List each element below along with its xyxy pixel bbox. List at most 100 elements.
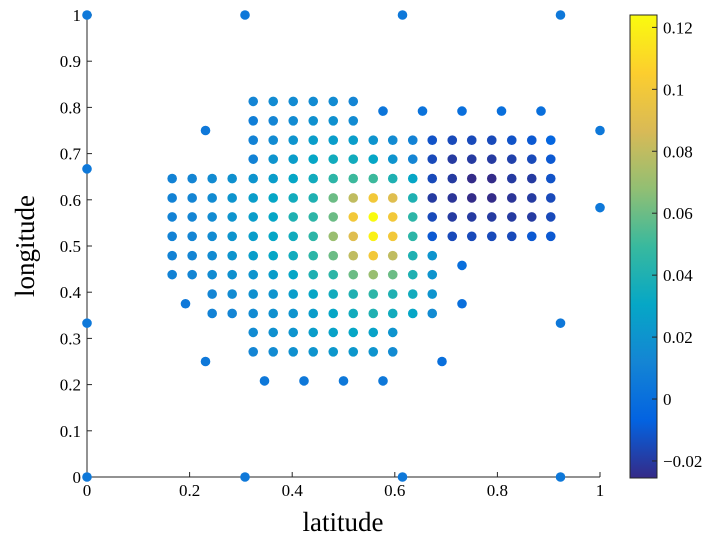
x-tick-label: 0	[83, 481, 92, 500]
scatter-point	[387, 308, 398, 319]
scatter-point	[200, 125, 211, 136]
scatter-point	[387, 289, 398, 299]
scatter-point	[466, 193, 477, 203]
scatter-point	[407, 212, 418, 222]
scatter-point	[397, 10, 408, 20]
y-tick-label: 0.1	[60, 422, 81, 441]
scatter-point	[248, 96, 259, 107]
scatter-point	[387, 231, 398, 242]
y-tick-label: 0.7	[60, 145, 82, 164]
scatter-point	[417, 106, 428, 116]
scatter-point	[348, 250, 359, 261]
scatter-point	[227, 212, 237, 222]
scatter-point	[545, 173, 556, 184]
scatter-point	[348, 96, 359, 107]
scatter-point	[82, 164, 92, 174]
scatter-point	[407, 269, 418, 280]
scatter-point	[328, 327, 339, 338]
x-axis-label: latitude	[303, 507, 384, 537]
scatter-point	[167, 269, 177, 280]
scatter-point	[348, 154, 359, 164]
scatter-point	[407, 231, 418, 242]
scatter-point	[207, 173, 217, 184]
scatter-point	[328, 115, 339, 126]
scatter-point	[207, 250, 217, 261]
scatter-point	[240, 472, 250, 482]
scatter-point	[378, 106, 388, 116]
scatter-point	[427, 308, 438, 319]
scatter-point	[268, 346, 279, 357]
colorbar-tick-label: 0.08	[663, 142, 693, 161]
scatter-point	[187, 231, 197, 242]
y-tick-label: 0.3	[60, 329, 81, 348]
scatter-point	[506, 135, 517, 146]
scatter-point	[187, 193, 197, 203]
scatter-point	[466, 154, 477, 164]
scatter-point	[248, 115, 259, 126]
scatter-point	[407, 173, 418, 184]
scatter-point	[308, 135, 319, 146]
scatter-point	[308, 212, 319, 222]
scatter-point	[486, 173, 497, 184]
scatter-point	[348, 231, 359, 242]
scatter-point	[368, 154, 379, 164]
scatter-point	[368, 308, 379, 319]
scatter-point	[427, 231, 438, 242]
scatter-point	[248, 231, 259, 242]
scatter-point	[288, 135, 299, 146]
scatter-point	[187, 269, 197, 280]
scatter-point	[348, 115, 359, 126]
scatter-point	[348, 173, 359, 184]
x-tick-label: 0.8	[487, 481, 508, 500]
scatter-point	[167, 231, 177, 242]
scatter-point	[308, 231, 319, 242]
y-tick-label: 0.8	[60, 98, 81, 117]
scatter-point	[457, 106, 467, 116]
scatter-point	[288, 289, 299, 299]
scatter-point	[387, 212, 398, 222]
scatter-point	[308, 250, 319, 261]
colorbar-tick-label: 0.12	[663, 18, 693, 37]
scatter-point	[427, 154, 438, 164]
scatter-point	[368, 135, 379, 146]
y-axis-label: longitude	[10, 195, 40, 297]
scatter-point	[268, 193, 279, 203]
scatter-point	[368, 231, 379, 242]
scatter-point	[248, 212, 259, 222]
scatter-point	[387, 135, 398, 146]
scatter-point	[427, 269, 438, 280]
scatter-point	[328, 96, 339, 107]
scatter-point	[328, 212, 339, 222]
scatter-point	[268, 212, 279, 222]
scatter-point	[545, 135, 556, 146]
scatter-point	[308, 193, 319, 203]
colorbar-tick-label: 0.04	[663, 266, 693, 285]
scatter-point	[227, 193, 237, 203]
scatter-point	[368, 289, 379, 299]
scatter-point	[227, 173, 237, 184]
x-tick-label: 0.4	[282, 481, 304, 500]
scatter-point	[526, 135, 537, 146]
scatter-point	[348, 269, 359, 280]
scatter-point	[555, 318, 566, 328]
scatter-point	[328, 250, 339, 261]
scatter-point	[288, 231, 299, 242]
scatter-point	[397, 472, 408, 482]
scatter-point	[486, 212, 497, 222]
scatter-point	[407, 154, 418, 164]
scatter-point	[207, 212, 217, 222]
scatter-point	[328, 193, 339, 203]
scatter-point	[486, 231, 497, 242]
scatter-point	[447, 173, 458, 184]
scatter-point	[259, 376, 270, 386]
scatter-point	[368, 193, 379, 203]
scatter-point	[187, 212, 197, 222]
y-tick-label: 0	[73, 468, 82, 487]
scatter-point	[308, 346, 319, 357]
scatter-point	[207, 231, 217, 242]
scatter-point	[308, 154, 319, 164]
scatter-point	[268, 135, 279, 146]
scatter-point	[407, 135, 418, 146]
scatter-point	[555, 472, 566, 482]
scatter-point	[268, 250, 279, 261]
